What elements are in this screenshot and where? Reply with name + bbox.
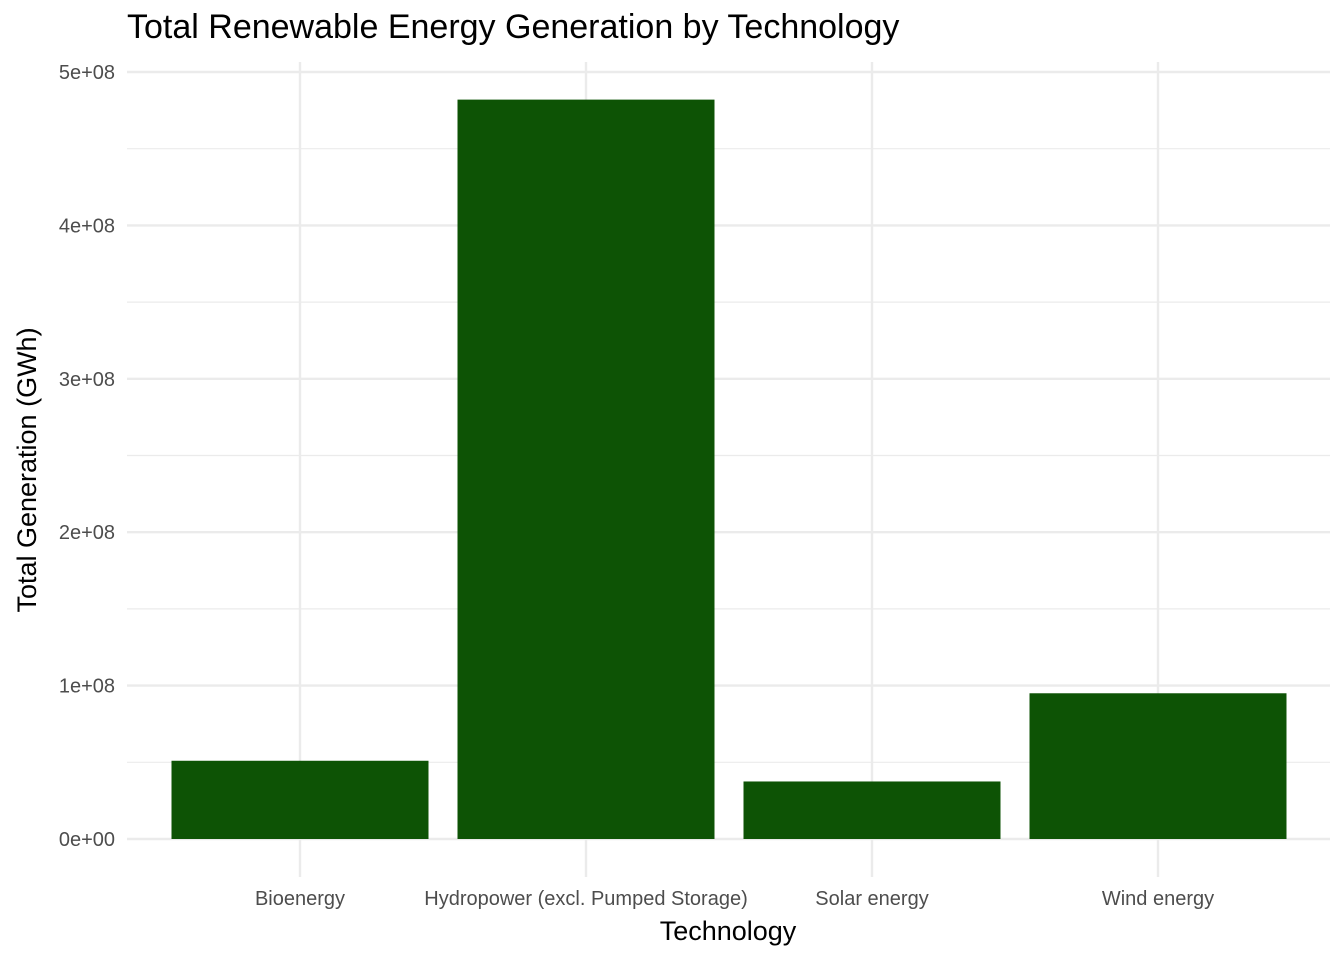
y-tick-label: 0e+00 (59, 829, 115, 851)
bar[interactable] (1029, 693, 1287, 839)
y-axis-ticks: 0e+00 1e+08 2e+08 3e+08 4e+08 5e+08 (59, 62, 115, 851)
y-tick-label: 4e+08 (59, 215, 115, 237)
bar[interactable] (457, 99, 715, 839)
bar-layer (171, 99, 1287, 839)
x-tick-label: Bioenergy (255, 888, 345, 910)
grid-layer (127, 62, 1330, 877)
y-tick-label: 5e+08 (59, 62, 115, 84)
x-axis-ticks: Bioenergy Hydropower (excl. Pumped Storag… (255, 888, 1214, 910)
x-tick-label: Hydropower (excl. Pumped Storage) (424, 888, 747, 910)
x-tick-label: Wind energy (1102, 888, 1214, 910)
y-tick-label: 1e+08 (59, 676, 115, 698)
chart-title: Total Renewable Energy Generation by Tec… (127, 8, 900, 46)
bar[interactable] (171, 760, 429, 839)
x-axis-title: Technology (660, 916, 797, 946)
y-tick-label: 2e+08 (59, 522, 115, 544)
bar[interactable] (743, 781, 1001, 839)
x-tick-label: Solar energy (815, 888, 928, 910)
y-tick-label: 3e+08 (59, 369, 115, 391)
y-axis-title: Total Generation (GWh) (12, 327, 42, 612)
